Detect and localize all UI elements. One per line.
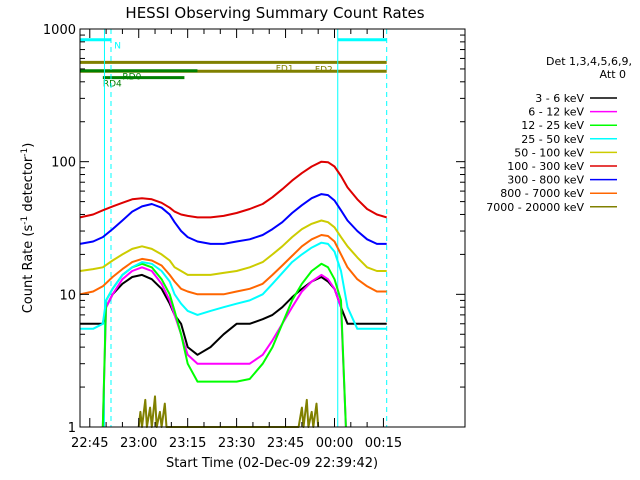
legend-header-1: Det 1,3,4,5,6,9, (546, 55, 632, 68)
legend-header-2: Att 0 (600, 68, 626, 81)
legend-label: 800 - 7000 keV (500, 187, 584, 200)
x-tick-label: 00:00 (316, 436, 353, 451)
flag-label-rd4: RD4 (103, 80, 122, 90)
flag-label-fd2: FD2 (315, 65, 333, 75)
series-line-5 (79, 160, 387, 219)
x-tick-label: 22:45 (71, 436, 108, 451)
legend-label: 50 - 100 keV (514, 146, 584, 159)
y-axis-label-part: Count Rate (s (21, 225, 36, 314)
legend-label: 12 - 25 keV (521, 119, 584, 132)
plot-frame (79, 28, 466, 428)
series-line-7 (79, 234, 387, 296)
flag-label-fd1: FD1 (276, 64, 294, 74)
legend-label: 25 - 50 keV (521, 133, 584, 146)
y-axis-label-sup: -1 (20, 148, 30, 157)
y-axis-label: Count Rate (s-1 detector-1) (20, 143, 36, 314)
y-axis-label-sup: -1 (20, 216, 30, 225)
legend-label: 300 - 800 keV (507, 174, 584, 187)
legend-label: 3 - 6 keV (535, 92, 584, 105)
x-axis-ticks: 22:45 23:00 23:15 23:30 23:45 00:00 00:15 (71, 29, 402, 451)
y-tick-label: 10 (59, 288, 76, 303)
series-line-1 (101, 266, 347, 428)
series-line-8 (137, 395, 320, 428)
y-axis-label-part: detector (21, 156, 36, 216)
series-group (79, 160, 387, 428)
x-tick-label: 23:45 (267, 436, 304, 451)
y-tick-label: 100 (51, 156, 76, 171)
series-line-2 (101, 262, 347, 428)
legend-label: 7000 - 20000 keV (486, 201, 584, 214)
flag-bars: NFD1FD2RD0RD4 (80, 38, 387, 90)
x-axis-label: Start Time (02-Dec-09 22:39:42) (166, 456, 378, 471)
series-line-6 (79, 193, 387, 245)
y-axis-label-part: ) (21, 143, 36, 148)
x-tick-label: 23:00 (120, 436, 157, 451)
series-line-3 (80, 241, 387, 330)
mode-lines (103, 29, 388, 427)
x-tick-label: 23:30 (218, 436, 255, 451)
y-tick-label: 1 (68, 421, 76, 436)
flag-label-n: N (114, 42, 121, 52)
chart-title: HESSI Observing Summary Count Rates (125, 4, 424, 22)
series-line-4 (79, 219, 387, 276)
x-tick-label: 23:15 (169, 436, 206, 451)
legend-label: 100 - 300 keV (507, 160, 584, 173)
x-tick-label: 00:15 (365, 436, 402, 451)
y-axis-ticks: 1 10 100 1000 (43, 23, 465, 436)
y-tick-label: 1000 (43, 23, 76, 38)
legend-label: 6 - 12 keV (528, 106, 584, 119)
